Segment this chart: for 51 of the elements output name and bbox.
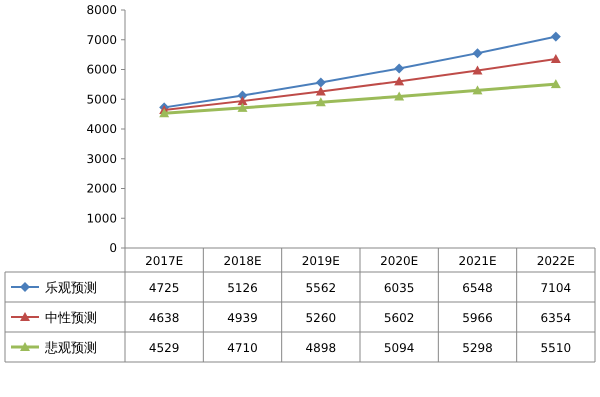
y-tick-label: 8000 (86, 3, 117, 17)
point (550, 79, 561, 88)
legend-label: 中性预测 (45, 311, 97, 326)
x-tick-label: 2020E (380, 254, 418, 268)
data-label: 5966 (462, 311, 493, 325)
point (394, 91, 404, 100)
point (550, 54, 561, 63)
data-label: 5510 (540, 341, 572, 355)
y-tick-label: 6000 (86, 62, 117, 76)
data-label: 5562 (306, 281, 336, 295)
point (316, 78, 326, 88)
y-tick-label: 2000 (86, 182, 117, 196)
point (472, 48, 482, 58)
point (159, 108, 170, 118)
data-label: 4725 (148, 281, 180, 295)
y-tick-label: 4000 (86, 122, 117, 136)
data-label: 5602 (384, 311, 414, 325)
point (238, 102, 248, 112)
legend-label: 乐观预测 (45, 281, 97, 296)
point (316, 86, 326, 96)
point (316, 97, 326, 106)
point (472, 66, 482, 75)
data-label: 6548 (462, 281, 493, 295)
point (550, 32, 561, 42)
point (238, 96, 248, 106)
point (394, 76, 404, 86)
data-label: 7104 (540, 281, 572, 295)
x-tick-label: 2018E (223, 254, 262, 268)
data-label: 4939 (227, 311, 258, 325)
y-tick-label: 5000 (86, 92, 117, 106)
data-label: 5260 (306, 311, 336, 325)
point (394, 63, 404, 74)
data-label: 4529 (148, 341, 180, 355)
y-tick-label: 0 (109, 241, 117, 255)
y-tick-label: 1000 (86, 211, 117, 226)
data-label: 6354 (540, 311, 572, 325)
y-tick-label: 3000 (86, 152, 117, 166)
legend-label: 悲观预测 (44, 341, 97, 356)
x-tick-label: 2019E (302, 254, 340, 268)
data-label: 5094 (384, 341, 414, 355)
x-tick-label: 2017E (145, 254, 184, 268)
point (472, 85, 482, 94)
data-label: 4898 (306, 341, 336, 355)
data-label: 6035 (384, 281, 414, 295)
x-tick-label: 2021E (458, 254, 497, 268)
data-label: 5126 (227, 281, 258, 295)
data-label: 5298 (462, 341, 493, 355)
data-label: 4638 (148, 311, 180, 325)
data-label: 4710 (227, 341, 258, 355)
x-tick-label: 2022E (536, 254, 575, 268)
y-tick-label: 7000 (86, 32, 117, 47)
